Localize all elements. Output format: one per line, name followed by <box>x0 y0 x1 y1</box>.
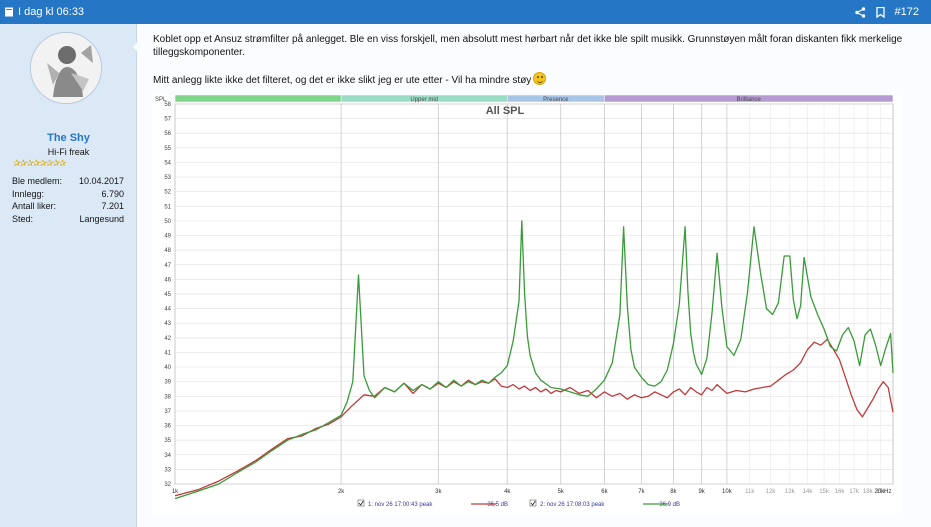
checkmark-icon <box>358 500 364 506</box>
y-tick-label: 43 <box>164 321 171 327</box>
x-tick-label: 16k <box>835 489 846 495</box>
x-tick-label: 8k <box>670 489 677 495</box>
y-tick-label: 55 <box>164 146 171 152</box>
y-tick-label: 42 <box>164 336 171 342</box>
y-tick-label: 35 <box>164 438 171 444</box>
x-tick-label: 19k <box>876 489 887 495</box>
stat-label: Innlegg: <box>12 188 45 199</box>
y-tick-label: 38 <box>164 394 171 400</box>
band-0 <box>174 95 342 103</box>
spl-chart-svg: Upper mid Presence Brilliance 32 33 34 35 36 37 3… <box>155 95 894 508</box>
avatar[interactable] <box>30 32 102 104</box>
y-tick-label: 32 <box>164 482 171 488</box>
stat-value: Langesund <box>79 213 124 224</box>
message-paragraph: Mitt anlegg likte ikke det filteret, og … <box>153 75 532 86</box>
stat-label: Antall liker: <box>12 201 57 211</box>
x-tick-label: 15k <box>819 489 830 495</box>
x-tick-label: 20kHz <box>874 489 891 495</box>
smile-emoji-icon <box>533 72 547 85</box>
legend-checkbox <box>529 499 537 507</box>
x-tick-label: 5k <box>558 489 565 495</box>
stat-row-joined: Ble medlem: 10.04.2017 <box>12 176 124 189</box>
legend-series-name: 2: nov 26 17:08:03 peak <box>540 502 605 508</box>
y-tick-label: 51 <box>164 204 171 210</box>
message-arrow <box>133 40 139 54</box>
clock-icon <box>4 7 14 17</box>
x-tick-label: 11k <box>745 489 755 495</box>
x-tick-label: 17k <box>849 489 860 495</box>
x-tick-label: 12k <box>766 489 777 495</box>
x-tick-label: 2k <box>338 489 345 495</box>
y-tick-label: 50 <box>164 219 171 225</box>
chart-title: All SPL <box>486 105 525 117</box>
legend-series-level: 36,9 dB <box>659 502 680 508</box>
y-tick-label: 56 <box>164 131 171 137</box>
stat-row-posts: Innlegg: 6.790 <box>12 189 124 202</box>
y-tick-label: 57 <box>164 117 171 123</box>
stat-label: Sted: <box>12 213 34 224</box>
x-tick-label: 7k <box>638 489 645 495</box>
series-line-2 <box>174 220 894 500</box>
username-link[interactable]: The Shy <box>47 132 90 144</box>
legend-series-name: 1: nov 26 17:00:43 peak <box>368 502 433 508</box>
stat-value: 7.201 <box>101 201 124 211</box>
stat-value: 6.790 <box>101 188 124 199</box>
stat-row-location: Sted: Langesund <box>12 214 124 227</box>
x-tick-label: 3k <box>435 489 442 495</box>
stat-label: Ble medlem: <box>12 176 63 186</box>
checkmark-icon <box>530 500 536 506</box>
y-tick-label: 41 <box>164 350 171 356</box>
band-3 <box>604 95 894 103</box>
x-tick-label: 14k <box>803 489 814 495</box>
y-tick-label: 53 <box>164 175 171 181</box>
y-tick-label: 52 <box>164 190 171 196</box>
y-tick-label: 37 <box>164 409 171 415</box>
bookmark-icon[interactable] <box>875 6 885 18</box>
spl-chart-image[interactable]: Upper mid Presence Brilliance 32 33 34 35 36 37 3… <box>152 95 902 513</box>
y-tick-label: 47 <box>164 263 171 269</box>
y-tick-label: 58 <box>164 102 171 108</box>
post-header-bar: I dag kl 06:33 #172 <box>0 0 931 24</box>
user-rank-stars: ✰✰✰✰✰✰✰✰ <box>13 158 66 168</box>
y-tick-label: 46 <box>164 277 171 283</box>
x-tick-label: 1k <box>172 489 179 495</box>
x-tick-label: 4k <box>504 489 511 495</box>
x-tick-label: 10k <box>722 489 733 495</box>
y-tick-label: 40 <box>164 365 171 371</box>
y-tick-label: 54 <box>164 160 171 166</box>
y-tick-label: 45 <box>164 292 171 298</box>
message-body: Koblet opp et Ansuz strømfilter på anleg… <box>153 33 913 100</box>
post-time[interactable]: I dag kl 06:33 <box>18 6 85 18</box>
user-sidebar: The Shy Hi-Fi freak ✰✰✰✰✰✰✰✰ Ble medlem:… <box>0 24 137 527</box>
stat-row-likes: Antall liker: 7.201 <box>12 201 124 214</box>
message-paragraph: Koblet opp et Ansuz strømfilter på anleg… <box>153 34 903 58</box>
post-number-link[interactable]: #172 <box>894 6 919 18</box>
stat-value: 10.04.2017 <box>78 176 124 186</box>
y-tick-label: 39 <box>164 380 171 386</box>
x-tick-label: 18k <box>863 489 874 495</box>
y-tick-label: 36 <box>164 424 171 430</box>
user-stats: Ble medlem: 10.04.2017 Innlegg: 6.790 Anta… <box>12 176 124 226</box>
y-tick-label: 44 <box>164 307 171 313</box>
share-icon[interactable] <box>854 6 866 18</box>
y-axis-label: SPL <box>155 97 167 103</box>
band-label: Presence <box>543 97 569 103</box>
y-tick-label: 33 <box>164 467 171 473</box>
user-title: Hi-Fi freak <box>47 147 90 157</box>
x-tick-label: 6k <box>601 489 608 495</box>
y-tick-label: 34 <box>164 453 171 459</box>
y-tick-label: 48 <box>164 248 171 254</box>
x-tick-label: 13k <box>785 489 796 495</box>
y-tick-label: 49 <box>164 234 171 240</box>
band-label: Brilliance <box>737 97 762 103</box>
legend-series-level: 36,5 dB <box>487 502 508 508</box>
legend-checkbox <box>357 499 365 507</box>
x-tick-label: 9k <box>698 489 705 495</box>
band-label: Upper mid <box>410 97 438 103</box>
